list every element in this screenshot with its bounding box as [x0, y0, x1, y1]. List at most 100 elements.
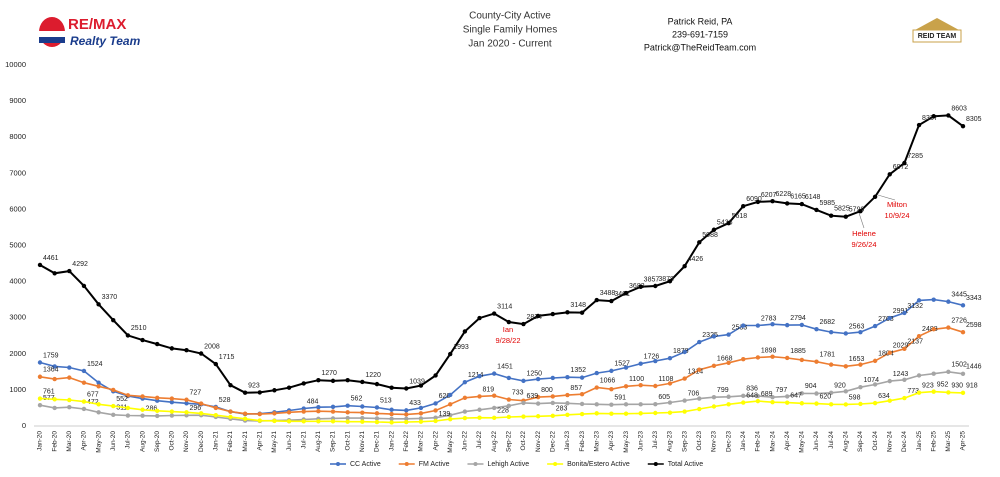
data-point — [228, 383, 233, 388]
data-point — [491, 371, 497, 376]
data-point — [872, 382, 878, 387]
data-point — [609, 402, 614, 407]
data-label: 799 — [717, 387, 729, 394]
data-point — [374, 411, 380, 416]
data-label: 2488 — [922, 326, 938, 333]
x-tick-label: Jan-22 — [388, 431, 395, 451]
data-point — [228, 409, 233, 414]
data-label: 857 — [570, 385, 582, 392]
x-tick-label: Jul-24 — [828, 431, 835, 449]
data-point — [111, 387, 116, 393]
x-tick-label: Dec-20 — [198, 431, 205, 452]
data-point — [814, 326, 819, 332]
data-label: 904 — [805, 383, 817, 390]
data-point — [623, 384, 629, 389]
data-point — [931, 327, 936, 332]
data-point — [814, 359, 819, 364]
x-tick-label: Jan-25 — [916, 431, 923, 451]
y-tick-label: 10000 — [5, 60, 26, 69]
data-point — [169, 399, 175, 405]
data-point — [81, 380, 87, 385]
x-tick-label: Mar-24 — [769, 431, 776, 452]
data-label: 1066 — [600, 377, 616, 384]
data-point — [565, 392, 570, 398]
data-point — [770, 395, 775, 400]
data-point — [741, 357, 746, 362]
data-label: 923 — [922, 383, 934, 390]
data-point — [374, 381, 380, 387]
data-label: 3148 — [570, 302, 586, 309]
data-point — [638, 383, 643, 388]
data-point — [345, 415, 350, 421]
data-label: 1220 — [365, 372, 381, 379]
data-label: 797 — [776, 387, 788, 394]
x-tick-label: Jul-21 — [300, 431, 307, 449]
data-point — [477, 407, 482, 412]
data-point — [726, 360, 731, 366]
data-point — [799, 322, 805, 328]
data-label: 1074 — [863, 377, 879, 384]
data-point — [843, 331, 848, 336]
data-point — [623, 365, 629, 370]
data-point — [272, 418, 277, 424]
data-point — [448, 402, 453, 407]
data-point — [550, 311, 555, 317]
logo-right: REID TEAM — [912, 18, 962, 43]
data-point — [286, 419, 292, 424]
data-point — [140, 394, 145, 399]
data-point — [946, 390, 951, 395]
data-label: 433 — [409, 400, 421, 407]
data-point — [653, 383, 658, 389]
data-point — [448, 351, 453, 357]
data-point — [609, 298, 614, 304]
data-label: 761 — [43, 388, 55, 395]
data-label: 1446 — [966, 364, 982, 371]
data-point — [433, 415, 438, 420]
data-point — [682, 376, 687, 381]
data-label: 1885 — [790, 348, 806, 355]
logo-left: RE/MAX Realty Team — [39, 16, 141, 48]
data-point — [960, 303, 966, 308]
data-label: 4461 — [43, 255, 59, 262]
series: 1364 727 819 733 800 857 1066 1100 1108 1314 1668 1… — [37, 317, 982, 417]
x-tick-label: Apr-20 — [81, 431, 88, 451]
data-point — [931, 371, 936, 376]
data-point — [770, 321, 775, 327]
data-point — [726, 220, 731, 226]
data-point — [653, 410, 658, 416]
x-tick-label: Mar-22 — [418, 431, 425, 452]
data-point — [946, 299, 951, 304]
data-point — [67, 405, 72, 410]
data-point — [491, 415, 497, 420]
data-point — [404, 416, 409, 421]
data-label: 311 — [116, 405, 127, 412]
data-label: 2783 — [761, 315, 777, 322]
data-label: 930 — [951, 382, 963, 389]
data-point — [535, 414, 541, 419]
data-point — [579, 392, 585, 397]
x-tick-label: Oct-21 — [344, 431, 351, 451]
data-label: 6090 — [746, 196, 762, 203]
data-label: 1314 — [688, 368, 704, 375]
data-point — [594, 385, 599, 390]
data-label: 3878 — [658, 276, 674, 283]
x-tick-label: Jun-21 — [286, 431, 293, 451]
x-tick-label: Aug-24 — [843, 431, 850, 452]
x-tick-label: Oct-23 — [696, 431, 703, 451]
data-label: 3132 — [907, 303, 923, 310]
data-label: 706 — [688, 390, 700, 397]
logo-box — [912, 29, 962, 43]
data-point — [770, 198, 775, 204]
data-point — [726, 332, 731, 337]
data-point — [653, 401, 658, 407]
data-point — [213, 405, 219, 411]
data-label: 1108 — [658, 376, 673, 383]
x-tick-label: Dec-21 — [374, 431, 381, 452]
x-tick-label: Sep-23 — [681, 431, 688, 452]
data-point — [155, 408, 160, 414]
x-tick-label: Oct-24 — [872, 431, 879, 451]
data-point — [872, 194, 878, 199]
data-point — [374, 416, 380, 421]
data-point — [506, 397, 512, 402]
